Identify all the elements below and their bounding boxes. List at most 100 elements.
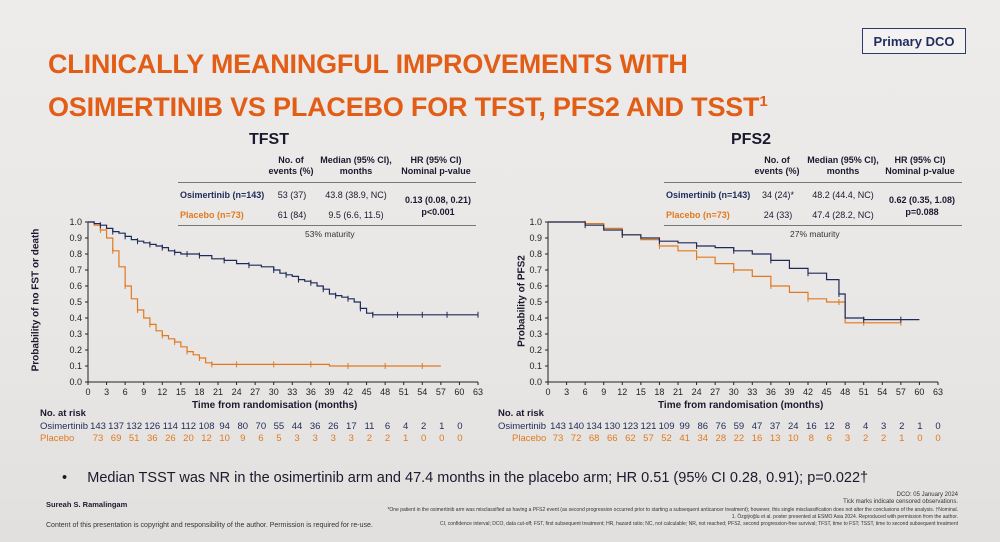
tfst-xtick-label: 54 [417,387,427,395]
pfs2-xtick-label: 0 [545,387,550,395]
left-risk-osi-value: 1 [439,421,445,432]
right-risk-pla-value: 8 [808,433,814,444]
tfst-xtick-label: 9 [141,387,146,395]
tfst-ytick-label: 0.3 [69,329,82,339]
right-risk-osi-value: 24 [787,421,799,432]
right-hr-line2: p=0.088 [905,207,939,217]
left-table-rule-top [178,182,476,183]
left-osi-events: 53 (37) [277,190,307,200]
right-panel-title: PFS2 [731,131,772,148]
tfst-xtick-label: 30 [269,387,279,395]
right-risk-osi-value: 2 [899,421,905,432]
pfs2-xtick-label: 51 [859,387,869,395]
tfst-ytick-label: 0.2 [69,345,82,355]
left-pla-median: 9.5 (6.6, 11.5) [328,210,384,220]
tfst-ytick-label: 0.0 [69,377,82,387]
right-risk-osi-value: 59 [733,421,745,432]
copyright-notice: Content of this presentation is copyrigh… [46,522,373,529]
left-risk-osi-value: 108 [198,421,215,432]
right-risk-pla-value: 52 [661,433,672,444]
right-risk-osi-label: Osimertinib [498,421,547,432]
pfs2-ytick-label: 0.6 [529,281,542,291]
right-risk-osi-value: 86 [697,421,709,432]
right-table-rule-top [664,182,962,183]
left-ylabel-wrap: Probability of no FST or death [31,229,56,372]
title-line-2-text: OSIMERTINIB VS PLACEBO FOR TFST, PFS2 AN… [48,92,760,122]
tfst-xtick-label: 15 [176,387,186,395]
left-header-median: Median (95% CI), months [320,155,392,176]
pfs2-ytick-label: 0.1 [529,361,542,371]
pfs2-ytick-label: 0.8 [529,249,542,259]
left-risk-pla-value: 36 [146,433,158,444]
right-risk-osi-value: 109 [658,421,675,432]
right-maturity: 27% maturity [790,229,840,239]
tfst-xtick-label: 24 [232,387,242,395]
right-risk-osi-value: 1 [917,421,923,432]
footnote-dco: DCO: 05 January 2024 [896,492,958,498]
left-risk-osi-value: 114 [162,421,178,432]
right-risk-osi-value: 99 [679,421,690,432]
title-line-1: CLINICALLY MEANINGFUL IMPROVEMENTS WITH [48,49,688,79]
right-table-rule-bottom [664,225,962,226]
right-risk-pla-value: 6 [826,433,833,444]
pfs2-ytick-label: 1.0 [529,217,542,227]
tfst-xtick-label: 48 [380,387,390,395]
right-risk-osi-value: 8 [844,421,851,432]
right-risk-pla-value: 1 [899,433,905,444]
pfs2-km-chart: 0.00.10.20.30.40.50.60.70.80.91.00 3 6 9 12 1… [529,217,943,395]
left-risk-osi-value: 0 [457,421,463,432]
right-risk-pla-value: 66 [606,433,618,444]
bullet-text: Median TSST was NR in the osimertinib ar… [87,470,869,486]
pfs2-xtick-label: 48 [840,387,850,395]
right-header-events: No. of events (%) [754,155,800,176]
right-risk-pla-value: 2 [862,433,869,444]
right-risk-osi-value: 121 [640,421,657,432]
tfst-xtick-label: 33 [287,387,297,395]
footnote-2: 1. Özgiýoğlu et al. poster presented at … [731,514,958,520]
left-risk-osi-value: 112 [180,421,197,432]
tfst-xtick-label: 0 [85,387,90,395]
left-risk-osi-value: 55 [273,421,285,432]
tsst-bullet: • Median TSST was NR in the osimertinib … [62,470,868,486]
right-risk-osi-value: 143 [550,421,566,432]
left-risk-pla-value: 1 [402,433,409,444]
left-risk-pla-value: 10 [219,433,230,444]
left-risk-pla-value: 0 [457,433,463,444]
tfst-xtick-label: 36 [306,387,316,395]
left-risk-osi-value: 126 [144,421,161,432]
left-risk-osi-value: 94 [219,421,230,432]
left-osi-label: Osimertinib (n=143) [180,190,265,200]
left-maturity: 53% maturity [305,229,355,239]
left-risk-pla-value: 3 [294,433,300,444]
left-risk-pla-value: 6 [258,433,264,444]
pfs2-xtick-label: 54 [877,387,887,395]
tfst-ytick-label: 0.5 [69,297,82,307]
pfs2-ytick-label: 0.2 [529,345,542,355]
tfst-series-placebo [88,221,441,367]
right-header-median: Median (95% CI), months [807,155,879,176]
left-risk-osi-label: Osimertinib [40,421,89,432]
left-risk-pla-value: 3 [348,433,354,444]
right-risk-osi-value: 76 [715,421,727,432]
left-risk-heading: No. at risk [40,408,86,419]
right-osi-median: 48.2 (44.4, NC) [812,190,874,200]
left-risk-pla-label: Placebo [40,433,75,444]
left-risk-pla-value: 3 [312,433,318,444]
pfs2-ytick-label: 0.3 [529,329,542,339]
pfs2-xtick-label: 18 [654,387,664,395]
pfs2-series-placebo [548,221,901,324]
right-pla-label: Placebo (n=73) [666,210,730,220]
left-risk-pla-value: 0 [421,433,427,444]
right-risk-pla-value: 73 [552,433,564,444]
tfst-series-osimertinib [88,221,478,316]
right-risk-osi-value: 4 [862,421,869,432]
left-risk-pla-value: 3 [330,433,336,444]
tfst-xtick-label: 51 [399,387,409,395]
right-risk-pla-value: 16 [751,433,763,444]
tfst-xtick-label: 57 [436,387,446,395]
right-risk-osi-value: 16 [806,421,817,432]
tfst-xtick-label: 18 [194,387,204,395]
left-risk-osi-value: 11 [364,421,375,432]
left-risk-pla-value: 20 [183,433,194,444]
left-risk-pla-value: 2 [366,433,373,444]
